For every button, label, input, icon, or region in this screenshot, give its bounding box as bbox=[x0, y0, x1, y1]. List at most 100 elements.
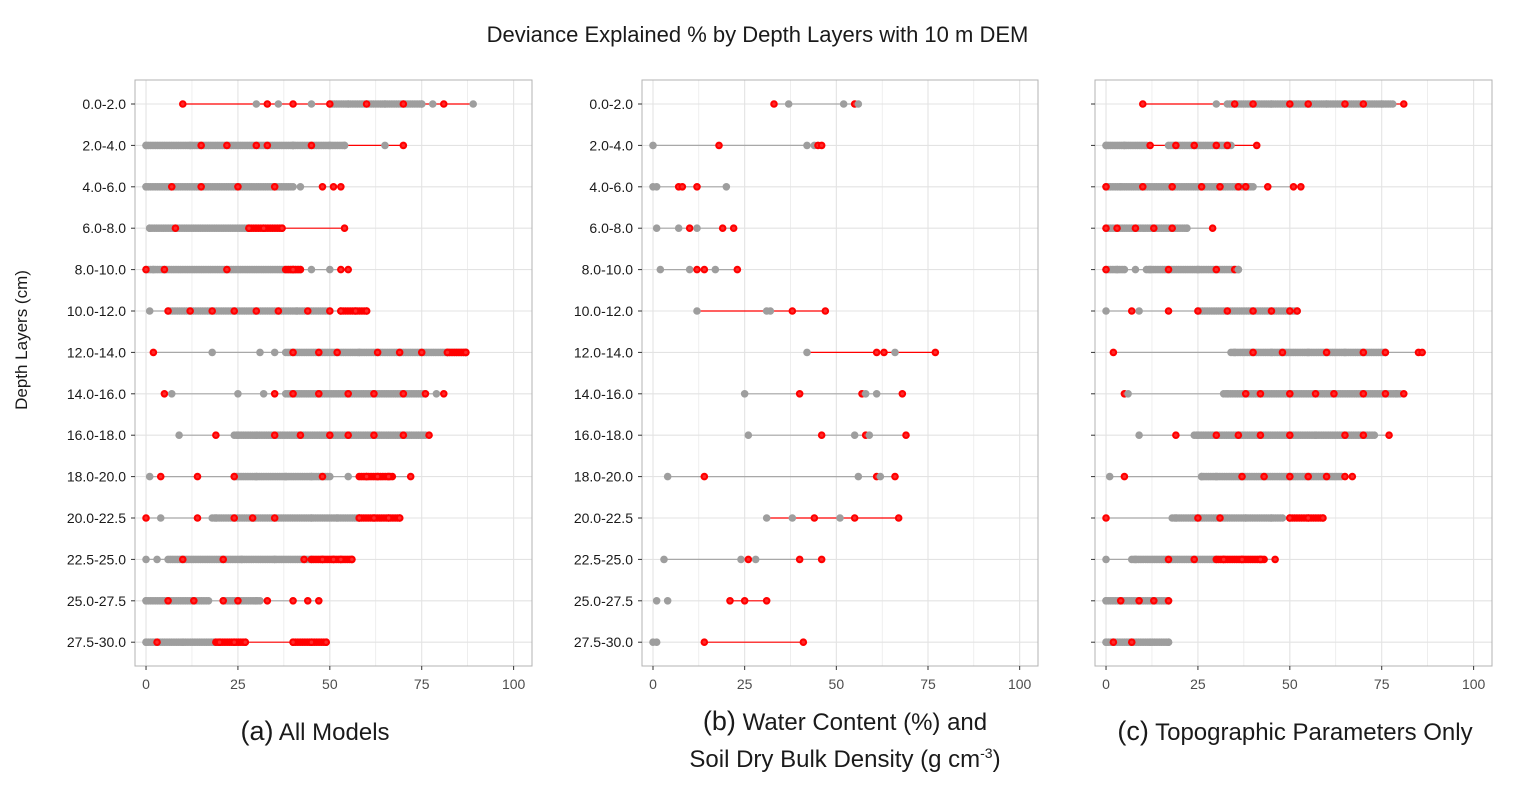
data-point-core bbox=[1240, 474, 1244, 479]
data-point bbox=[292, 307, 301, 315]
data-point bbox=[1392, 390, 1401, 398]
data-point-core bbox=[339, 185, 343, 189]
data-point-core bbox=[232, 474, 236, 479]
data-point-core bbox=[1262, 474, 1266, 479]
y-tick-label: 25.0-27.5 bbox=[67, 593, 126, 609]
data-point-core bbox=[181, 557, 185, 562]
data-point-core bbox=[247, 226, 251, 230]
data-point-core bbox=[893, 474, 897, 479]
caption-b-line2-end: ) bbox=[992, 746, 1001, 773]
data-point-core bbox=[144, 516, 148, 520]
data-point-core bbox=[328, 102, 332, 106]
data-point-core bbox=[195, 516, 200, 520]
data-point bbox=[142, 183, 150, 191]
data-point-core bbox=[1214, 433, 1219, 437]
data-point-core bbox=[199, 143, 203, 148]
data-point-core bbox=[166, 309, 170, 313]
data-point bbox=[142, 638, 150, 646]
data-point-core bbox=[1288, 102, 1292, 106]
data-point-core bbox=[221, 557, 225, 562]
y-tick-label: 22.5-25.0 bbox=[67, 551, 126, 567]
data-point bbox=[865, 431, 874, 440]
data-point-core bbox=[1130, 640, 1134, 644]
data-point bbox=[1102, 307, 1110, 315]
data-point-core bbox=[812, 516, 817, 520]
data-point bbox=[1234, 265, 1243, 274]
data-point bbox=[685, 265, 694, 274]
data-point-core bbox=[291, 599, 295, 603]
data-point-core bbox=[309, 143, 314, 148]
data-point bbox=[252, 597, 261, 605]
data-point-core bbox=[210, 309, 214, 313]
data-point-core bbox=[882, 350, 886, 355]
data-point bbox=[1241, 514, 1250, 522]
data-point bbox=[326, 472, 334, 481]
data-point-core bbox=[1273, 557, 1277, 562]
data-point bbox=[167, 390, 176, 398]
data-point-core bbox=[1288, 516, 1292, 520]
data-point-core bbox=[232, 309, 236, 313]
data-point-core bbox=[933, 350, 938, 355]
data-point bbox=[307, 265, 316, 274]
data-point bbox=[1105, 472, 1114, 481]
data-point bbox=[1197, 472, 1206, 481]
data-point-core bbox=[1122, 474, 1127, 479]
x-tick-label: 0 bbox=[649, 676, 657, 692]
data-point-core bbox=[904, 433, 908, 437]
data-point-core bbox=[1174, 433, 1178, 437]
data-point-core bbox=[1199, 185, 1204, 189]
data-point-core bbox=[852, 516, 857, 520]
data-point-core bbox=[166, 599, 170, 603]
y-tick-label: 12.0-14.0 bbox=[574, 344, 633, 360]
data-point-core bbox=[173, 226, 178, 230]
data-point-core bbox=[1251, 102, 1255, 106]
data-point bbox=[766, 307, 775, 315]
data-point-core bbox=[225, 267, 229, 272]
data-point bbox=[212, 514, 220, 522]
data-point bbox=[1102, 597, 1110, 605]
data-point bbox=[674, 224, 683, 232]
caption-b-letter: (b) bbox=[702, 706, 736, 736]
data-point-core bbox=[1321, 516, 1325, 520]
data-point-core bbox=[1306, 516, 1310, 520]
data-point bbox=[270, 348, 279, 357]
data-point bbox=[652, 183, 661, 191]
data-point-core bbox=[735, 267, 740, 272]
data-point bbox=[1377, 100, 1386, 108]
x-tick-label: 100 bbox=[1462, 676, 1486, 692]
data-point-core bbox=[819, 143, 824, 148]
data-point-core bbox=[1299, 185, 1303, 189]
data-point-core bbox=[680, 185, 685, 189]
data-point-core bbox=[1214, 143, 1219, 148]
figure-title: Deviance Explained % by Depth Layers wit… bbox=[486, 22, 1029, 47]
data-point-core bbox=[695, 185, 699, 189]
caption-c-text: Topographic Parameters Only bbox=[1155, 719, 1473, 746]
y-tick-label: 14.0-16.0 bbox=[574, 386, 633, 402]
data-point-core bbox=[1221, 557, 1226, 562]
panel-border bbox=[641, 79, 1039, 667]
y-tick-label: 27.5-30.0 bbox=[574, 634, 633, 650]
caption-a-letter: (a) bbox=[240, 716, 274, 746]
data-point-core bbox=[1332, 392, 1336, 396]
data-point-core bbox=[272, 392, 277, 396]
data-point-core bbox=[364, 309, 369, 313]
caption-b-line1: Water Content (%) and bbox=[742, 709, 988, 736]
data-point bbox=[340, 141, 349, 150]
data-point-core bbox=[261, 226, 266, 230]
data-point-core bbox=[320, 474, 325, 479]
data-point bbox=[326, 141, 334, 150]
data-point-core bbox=[339, 267, 343, 272]
y-tick-label: 12.0-14.0 bbox=[67, 344, 126, 360]
data-point bbox=[1278, 514, 1287, 522]
y-tick-label: 20.0-22.5 bbox=[67, 510, 126, 526]
data-point-core bbox=[702, 640, 707, 644]
data-point-core bbox=[364, 474, 369, 479]
data-point bbox=[1172, 514, 1180, 522]
y-tick-label: 22.5-25.0 bbox=[574, 551, 633, 567]
data-point bbox=[344, 100, 353, 108]
data-point-core bbox=[801, 640, 806, 644]
data-point-core bbox=[1130, 309, 1134, 313]
data-point-core bbox=[1166, 557, 1171, 562]
data-point bbox=[803, 348, 811, 357]
data-point bbox=[693, 307, 701, 315]
